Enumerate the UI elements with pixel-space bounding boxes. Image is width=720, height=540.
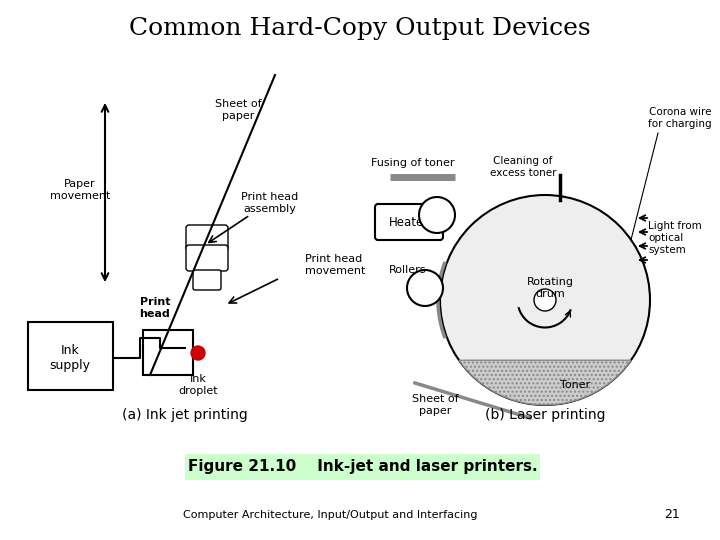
Text: (b) Laser printing: (b) Laser printing	[485, 408, 606, 422]
Circle shape	[191, 346, 205, 360]
Text: Toner: Toner	[560, 380, 590, 390]
Circle shape	[440, 195, 650, 405]
FancyBboxPatch shape	[193, 270, 221, 290]
Bar	[28, 322, 113, 390]
Text: Paper
movement: Paper movement	[50, 179, 110, 201]
Text: 21: 21	[664, 509, 680, 522]
Text: Print head
movement: Print head movement	[305, 254, 365, 276]
Text: Print
head: Print head	[140, 297, 171, 319]
Text: Light from
optical
system: Light from optical system	[648, 221, 702, 254]
Text: Figure 21.10    Ink-jet and laser printers.: Figure 21.10 Ink-jet and laser printers.	[188, 460, 537, 475]
FancyBboxPatch shape	[375, 204, 443, 240]
Text: Computer Architecture, Input/Output and Interfacing: Computer Architecture, Input/Output and …	[183, 510, 477, 520]
Polygon shape	[459, 360, 631, 405]
Text: Print head
assembly: Print head assembly	[241, 192, 299, 214]
Text: Cleaning of
excess toner: Cleaning of excess toner	[490, 156, 557, 178]
Text: Fusing of toner: Fusing of toner	[372, 158, 455, 168]
FancyBboxPatch shape	[186, 245, 228, 271]
Text: Rotating
drum: Rotating drum	[526, 277, 574, 299]
Bar	[143, 330, 193, 375]
Text: Corona wire
for charging: Corona wire for charging	[648, 107, 712, 129]
Text: Ink
droplet: Ink droplet	[178, 374, 218, 396]
Circle shape	[407, 270, 443, 306]
Text: Common Hard-Copy Output Devices: Common Hard-Copy Output Devices	[129, 17, 591, 39]
Text: (a) Ink jet printing: (a) Ink jet printing	[122, 408, 248, 422]
Circle shape	[534, 289, 556, 311]
Bar	[185, 454, 540, 480]
Text: Sheet of
paper: Sheet of paper	[412, 394, 459, 416]
Text: Ink
supply: Ink supply	[50, 344, 91, 372]
FancyBboxPatch shape	[186, 225, 228, 251]
Circle shape	[419, 197, 455, 233]
Text: Rollers: Rollers	[390, 265, 427, 275]
Text: Heater: Heater	[389, 215, 429, 228]
Text: Sheet of
paper: Sheet of paper	[215, 99, 261, 121]
